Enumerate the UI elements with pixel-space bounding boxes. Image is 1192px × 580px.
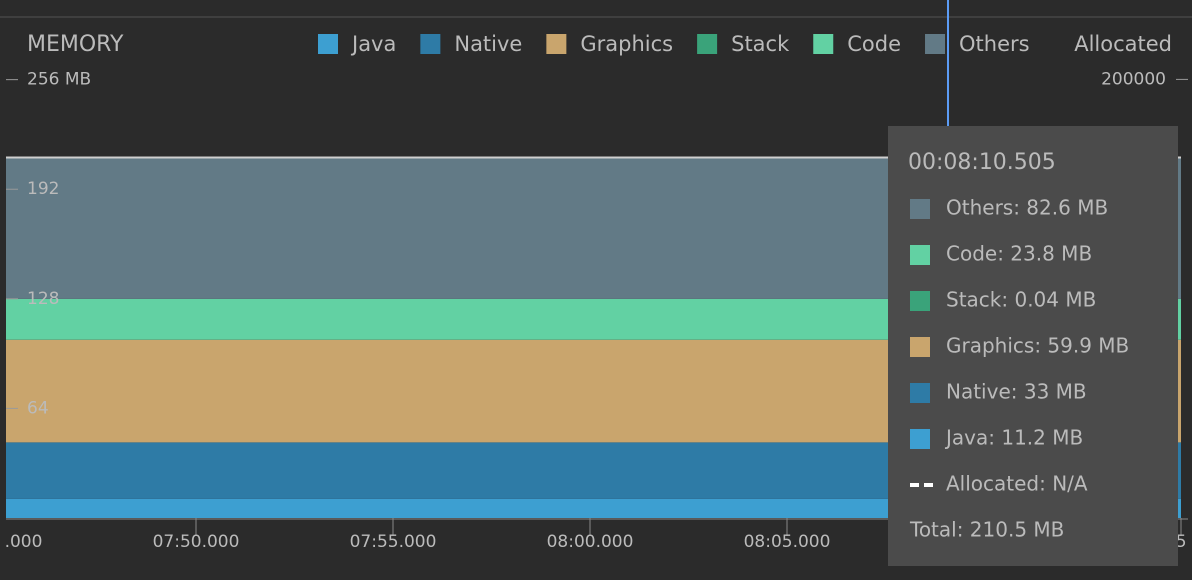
- legend-label: Others: [959, 32, 1030, 56]
- tooltip-item: Code: 23.8 MB: [946, 242, 1092, 266]
- legend-label: Java: [350, 32, 396, 56]
- tooltip-item: Others: 82.6 MB: [946, 196, 1108, 220]
- tooltip-swatch: [910, 337, 930, 357]
- y-tick-label: 64: [27, 398, 49, 418]
- y2-tick-label: 200000: [1101, 69, 1166, 89]
- tooltip-time: 00:08:10.505: [908, 150, 1056, 175]
- x-tick-label: 08:05.000: [744, 532, 831, 552]
- x-tick-label: 07:45.000: [0, 532, 42, 552]
- tooltip-swatch: [910, 245, 930, 265]
- tooltip-item: Stack: 0.04 MB: [946, 288, 1096, 312]
- tooltip-total: Total: 210.5 MB: [909, 518, 1064, 542]
- tooltip-item: Java: 11.2 MB: [944, 426, 1083, 450]
- tooltip-swatch: [910, 383, 930, 403]
- legend-swatch: [546, 34, 566, 54]
- y-tick-label: 192: [27, 179, 59, 199]
- y-tick-label: 128: [27, 289, 59, 309]
- x-tick-label: 07:55.000: [350, 532, 437, 552]
- legend-swatch: [813, 34, 833, 54]
- legend-swatch: [697, 34, 717, 54]
- legend-label: Allocated: [1074, 32, 1172, 56]
- x-tick-label: 08:00.000: [547, 532, 634, 552]
- tooltip-swatch: [910, 429, 930, 449]
- tooltip-swatch: [910, 199, 930, 219]
- legend-label: Native: [454, 32, 522, 56]
- chart-title: MEMORY: [27, 32, 124, 57]
- legend-label: Graphics: [580, 32, 673, 56]
- legend-label: Code: [847, 32, 901, 56]
- x-tick-label: 07:50.000: [153, 532, 240, 552]
- legend-swatch: [420, 34, 440, 54]
- legend-swatch: [318, 34, 338, 54]
- y-tick-label: 256 MB: [27, 70, 91, 90]
- tooltip-item: Allocated: N/A: [946, 472, 1088, 496]
- tooltip-item: Graphics: 59.9 MB: [946, 334, 1129, 358]
- tooltip-swatch: [910, 291, 930, 311]
- tooltip-item: Native: 33 MB: [946, 380, 1087, 404]
- legend-label: Stack: [731, 32, 790, 56]
- legend-swatch: [925, 34, 945, 54]
